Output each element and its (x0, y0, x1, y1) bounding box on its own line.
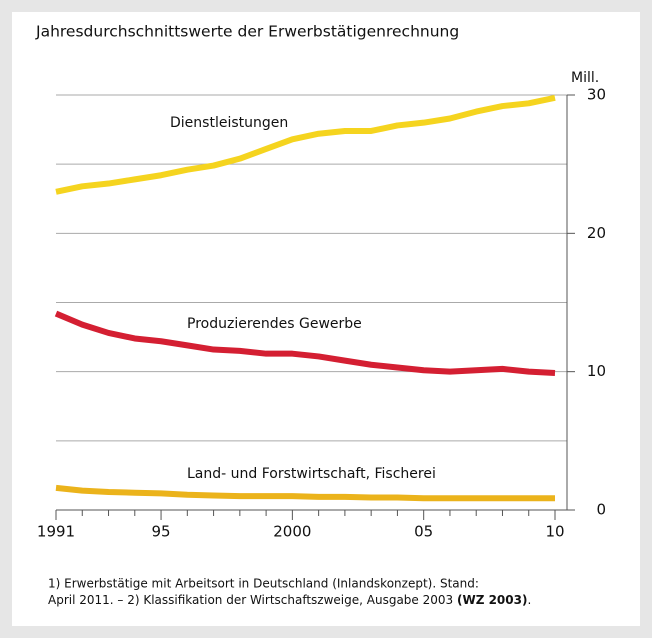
y-unit: Mill. (571, 70, 599, 86)
series-line (55, 94, 556, 195)
footnote-text: April 2011. – 2) Klassifikation der Wirt… (48, 593, 457, 607)
x-tick-label: 2000 (273, 523, 311, 541)
footnote-end: . (527, 593, 531, 607)
series-label: Produzierendes Gewerbe (187, 316, 362, 332)
y-tick-label: 10 (587, 362, 606, 380)
chart-title: Jahresdurchschnittswerte der Erwerbstäti… (35, 23, 459, 41)
x-tick-label: 10 (545, 523, 564, 541)
x-tick-label: 1991 (37, 523, 75, 541)
footnote-bold: (WZ 2003) (457, 593, 527, 607)
y-tick-label: 0 (596, 501, 606, 519)
x-tick-label: 95 (152, 523, 171, 541)
series-line (54, 310, 556, 377)
y-tick-label: 30 (587, 86, 606, 104)
series-label: Land- und Forstwirtschaft, Fischerei (187, 466, 436, 482)
x-tick-label: 05 (414, 523, 433, 541)
footnote-line-2: April 2011. – 2) Klassifikation der Wirt… (48, 593, 531, 607)
panel (12, 12, 640, 626)
series-line (55, 484, 555, 502)
series-label: Dienstleistungen (170, 115, 288, 131)
y-tick-label: 20 (587, 224, 606, 242)
footnote-line-1: 1) Erwerbstätige mit Arbeitsort in Deuts… (48, 577, 479, 591)
